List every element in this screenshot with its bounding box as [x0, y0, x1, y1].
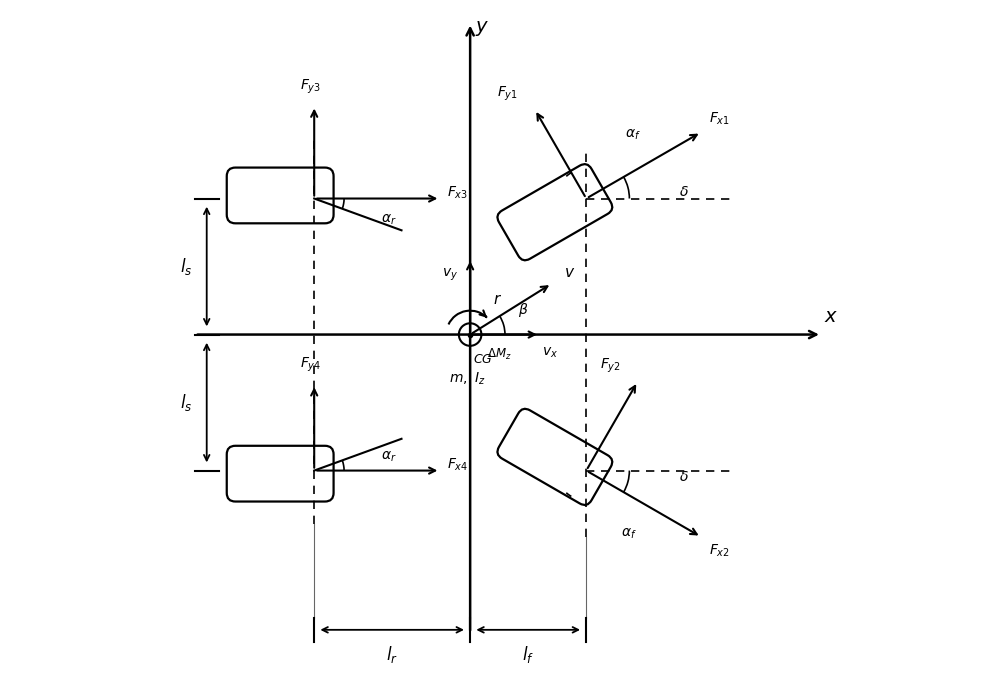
- Text: $v_y$: $v_y$: [442, 267, 458, 283]
- Text: $\alpha_r$: $\alpha_r$: [381, 213, 396, 227]
- Text: $l_f$: $l_f$: [522, 645, 534, 666]
- Text: $v_x$: $v_x$: [542, 345, 558, 359]
- Text: $l_s$: $l_s$: [180, 256, 192, 277]
- Text: $F_{x3}$: $F_{x3}$: [447, 185, 468, 201]
- Text: $m,\ I_z$: $m,\ I_z$: [449, 371, 485, 388]
- Text: $\delta$: $\delta$: [679, 185, 689, 199]
- Text: $CG$: $CG$: [473, 353, 493, 366]
- Text: $\alpha_f$: $\alpha_f$: [621, 527, 637, 541]
- Text: $\Delta M_z$: $\Delta M_z$: [487, 347, 511, 361]
- Text: $l_s$: $l_s$: [180, 392, 192, 413]
- Text: $\delta$: $\delta$: [679, 470, 689, 484]
- Text: $\alpha_f$: $\alpha_f$: [625, 128, 641, 142]
- Text: $F_{y1}$: $F_{y1}$: [497, 85, 518, 103]
- Text: $F_{x1}$: $F_{x1}$: [709, 110, 730, 127]
- Text: $y$: $y$: [475, 20, 490, 38]
- Text: $F_{x2}$: $F_{x2}$: [709, 542, 730, 559]
- Text: $F_{x4}$: $F_{x4}$: [447, 457, 468, 474]
- Text: $v$: $v$: [564, 265, 575, 280]
- Text: $\alpha_r$: $\alpha_r$: [381, 450, 396, 464]
- Text: $r$: $r$: [493, 291, 503, 307]
- Text: $F_{y3}$: $F_{y3}$: [300, 77, 321, 96]
- Text: $\beta$: $\beta$: [518, 301, 528, 318]
- Text: $x$: $x$: [824, 307, 838, 326]
- Text: $F_{y2}$: $F_{y2}$: [600, 357, 621, 375]
- Text: $F_{y4}$: $F_{y4}$: [300, 356, 322, 374]
- Text: $l_r$: $l_r$: [386, 645, 398, 666]
